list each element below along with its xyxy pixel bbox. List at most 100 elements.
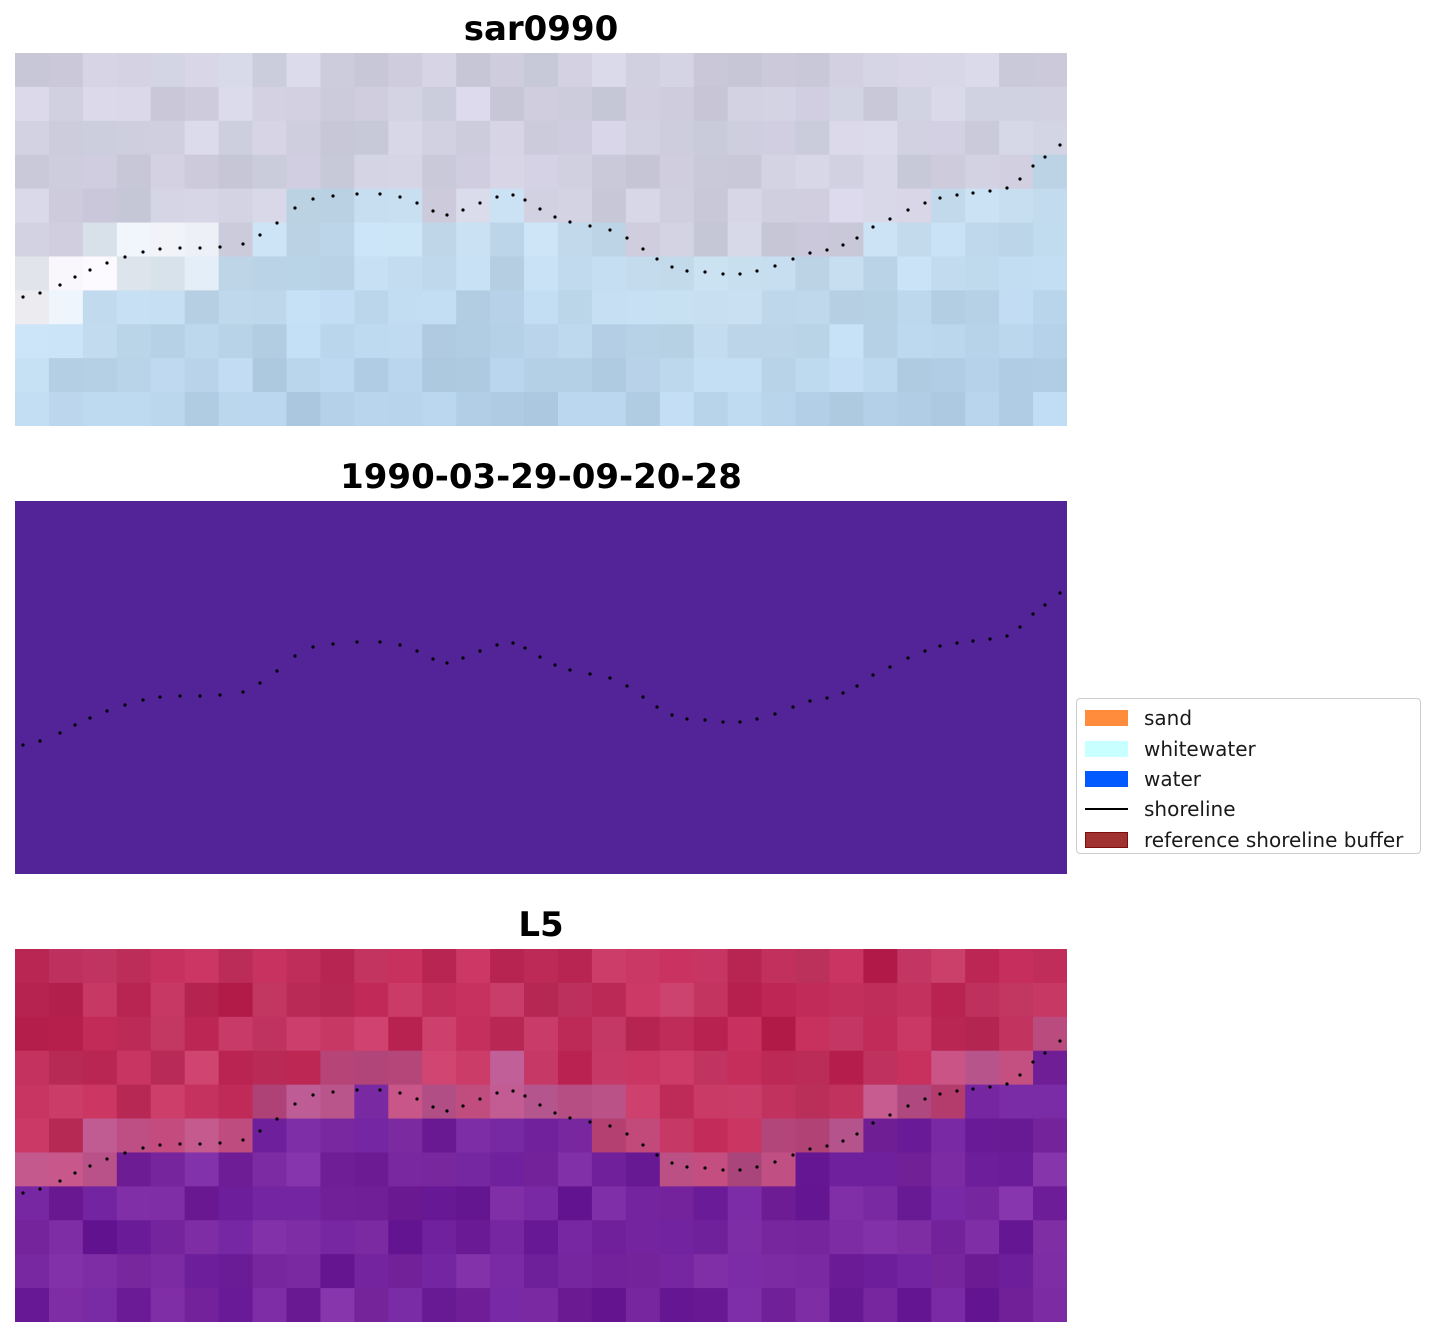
sar-pixel: [693, 358, 729, 393]
shoreline-point: [58, 731, 62, 735]
sar-pixel: [218, 222, 254, 258]
l5-pixel: [252, 1118, 288, 1154]
l5-pixel: [15, 949, 50, 984]
sar-pixel: [524, 154, 559, 190]
l5-pixel: [761, 1050, 797, 1086]
sar-pixel: [557, 120, 593, 156]
l5-pixel: [693, 949, 729, 984]
l5-pixel: [150, 1084, 186, 1120]
l5-pixel: [150, 1186, 186, 1221]
shoreline-point: [808, 251, 812, 255]
shoreline-point: [38, 739, 42, 743]
shoreline-point: [685, 1165, 689, 1169]
sar-pixel: [965, 358, 1000, 393]
l5-pixel: [388, 1152, 423, 1187]
shoreline-point: [955, 1089, 959, 1093]
shoreline-point: [1043, 1051, 1047, 1055]
sar-pixel: [727, 188, 763, 224]
sar-pixel: [727, 222, 763, 258]
shoreline-point: [241, 690, 245, 694]
l5-pixel: [48, 1288, 84, 1322]
l5-pixel: [795, 1050, 831, 1086]
l5-pixel: [863, 1288, 898, 1322]
sar-pixel: [320, 324, 355, 359]
sar-pixel: [422, 256, 457, 291]
shoreline-point: [141, 250, 145, 254]
l5-pixel: [218, 1288, 254, 1322]
l5-pixel: [727, 1288, 763, 1322]
sar-pixel: [761, 53, 797, 88]
sar-pixel: [931, 358, 966, 393]
sar-pixel: [591, 256, 627, 291]
shoreline-point: [73, 1171, 77, 1175]
l5-pixel: [999, 1152, 1034, 1187]
sar-pixel: [422, 120, 457, 156]
sar-pixel: [82, 53, 118, 88]
l5-pixel: [557, 982, 593, 1018]
panel-title-l5: L5: [518, 905, 564, 945]
l5-pixel: [557, 1288, 593, 1322]
sar-pixel: [659, 324, 695, 359]
l5-image-panel: [15, 949, 1067, 1322]
l5-pixel: [150, 1288, 186, 1322]
shoreline-point: [923, 649, 927, 653]
l5-pixel: [456, 1186, 491, 1221]
l5-pixel: [829, 1152, 864, 1187]
l5-pixel: [863, 1152, 898, 1187]
l5-pixel: [931, 1186, 966, 1221]
sar-pixel: [1033, 358, 1067, 393]
shoreline-point: [588, 1120, 592, 1124]
sar-pixel: [354, 324, 389, 359]
shoreline-point: [721, 272, 725, 276]
l5-pixel: [388, 1186, 423, 1221]
legend: sand whitewater water shoreline referenc…: [1076, 698, 1421, 854]
l5-pixel: [897, 1050, 932, 1086]
sar-pixel: [252, 86, 288, 122]
l5-pixel: [524, 1084, 559, 1120]
shoreline-point: [608, 676, 612, 680]
shoreline-point: [888, 217, 892, 221]
legend-label-whitewater: whitewater: [1144, 736, 1256, 761]
sar-pixel: [82, 392, 118, 426]
shoreline-point: [461, 656, 465, 660]
sar-pixel: [829, 53, 864, 88]
sar-pixel: [659, 290, 695, 325]
sar-pixel: [15, 324, 50, 359]
sar-pixel: [591, 290, 627, 325]
sar-pixel: [286, 53, 322, 88]
sar-pixel: [795, 290, 831, 325]
sar-pixel: [116, 222, 152, 258]
l5-pixel: [659, 1254, 695, 1289]
sar-pixel: [829, 392, 864, 426]
l5-pixel: [456, 1288, 491, 1322]
l5-pixel: [82, 1016, 118, 1052]
l5-pixel: [659, 949, 695, 984]
sar-pixel: [286, 120, 322, 156]
shoreline-point: [703, 1166, 707, 1170]
sar-pixel: [897, 358, 932, 393]
shoreline-point: [608, 1124, 612, 1128]
sar-pixel: [252, 324, 288, 359]
sar-pixel: [795, 392, 831, 426]
l5-pixel: [727, 1152, 763, 1187]
l5-pixel: [15, 1016, 50, 1052]
l5-pixel: [625, 1186, 661, 1221]
l5-pixel: [829, 1050, 864, 1086]
sar-pixel: [1033, 324, 1067, 359]
l5-pixel: [286, 1220, 322, 1255]
sar-pixel: [15, 256, 50, 291]
l5-pixel: [625, 1118, 661, 1154]
shoreline-point: [293, 206, 297, 210]
sar-pixel: [184, 256, 220, 291]
l5-pixel: [48, 1050, 84, 1086]
sar-pixel: [795, 256, 831, 291]
l5-pixel: [150, 949, 186, 984]
shoreline-point: [670, 713, 674, 717]
l5-pixel: [931, 1118, 966, 1154]
l5-pixel: [490, 1016, 525, 1052]
shoreline-point: [123, 255, 127, 259]
l5-pixel: [1033, 1186, 1067, 1221]
sar-pixel: [557, 392, 593, 426]
l5-pixel: [965, 1220, 1000, 1255]
l5-pixel: [422, 1050, 457, 1086]
